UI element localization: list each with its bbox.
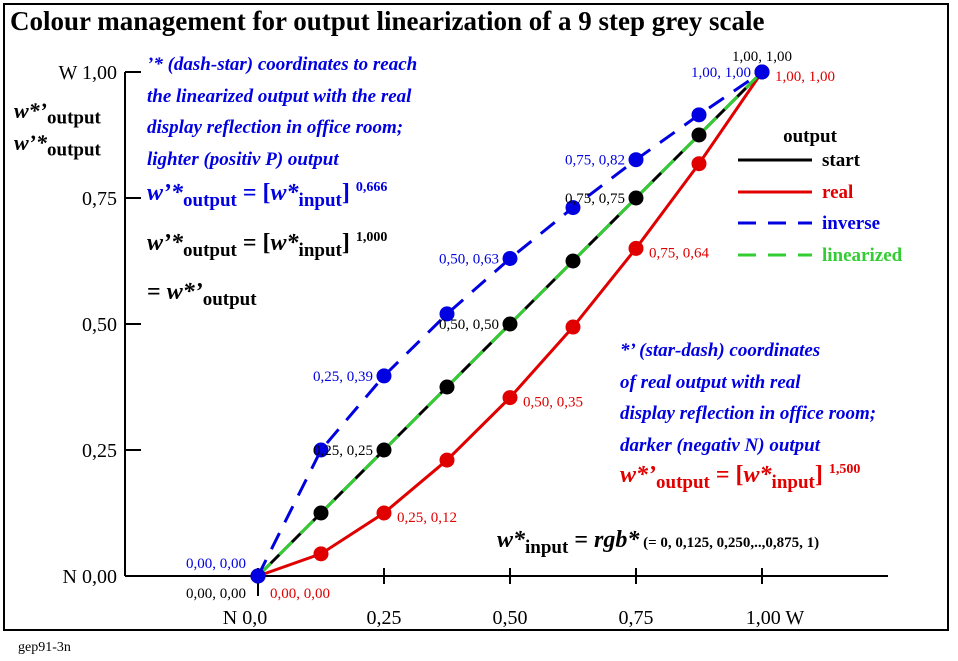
data-point-real [439,452,455,468]
chart-title: Colour management for output linearizati… [10,6,765,36]
data-label: 0,00, 0,00 [186,586,246,602]
data-point-start [628,190,644,206]
y-tick-label: W 1,00 [58,62,117,84]
x-tick-label: 0,25 [367,607,402,629]
data-point-inverse [250,568,266,584]
dash-star-description: ’* (dash-star) coordinates to reach the … [147,54,418,170]
x-tick-label: 0,75 [619,607,654,629]
y-axis-label-2: w’*output [14,130,101,161]
data-point-inverse [502,250,518,266]
figure-code: gep91-3n [18,640,71,655]
data-point-start [439,379,455,395]
data-point-start [565,253,581,269]
data-label: 0,75, 0,82 [565,153,625,169]
y-tick-label: 0,75 [82,188,117,210]
data-point-start [313,505,329,521]
legend-label-linearized: linearized [822,245,903,266]
data-point-inverse [439,306,455,322]
data-point-real [628,240,644,256]
data-label: 0,50, 0,35 [523,395,583,411]
data-label: 0,75, 0,64 [649,245,710,261]
data-label: 0,75, 0,75 [565,191,625,207]
data-point-start [502,316,518,332]
legend-label-inverse: inverse [822,213,880,234]
data-point-start [376,442,392,458]
x-tick-label: 1,00 W [746,607,805,629]
data-point-inverse [754,64,770,80]
data-label: 1,00, 1,00 [775,69,835,85]
data-point-real [376,505,392,521]
data-label: 0,25, 0,39 [313,369,373,385]
legend-label-start: start [822,150,861,171]
data-point-real [565,319,581,335]
data-point-real [691,156,707,172]
data-label: 0,00, 0,00 [270,586,330,602]
star-dash-description: *’ (star-dash) coordinates of real outpu… [620,340,877,456]
data-label: 0,25, 0,12 [397,510,457,526]
star-dash-formula: w*’output = [w*input] 1,500 [620,462,861,493]
x-tick-label: N 0,0 [223,607,267,629]
y-tick-label: 0,25 [82,440,117,462]
legend-label-real: real [822,182,853,203]
data-point-inverse [313,442,329,458]
data-label: 1,00, 1,00 [691,65,751,81]
data-point-inverse [565,200,581,216]
data-label: 1,00, 1,00 [732,49,792,65]
data-label: 0,50, 0,50 [439,317,499,333]
input-formula: w*input = rgb* (= 0, 0,125, 0,250,..,0,8… [497,527,820,558]
data-point-inverse [628,152,644,168]
data-label: 0,25, 0,25 [313,443,373,459]
y-tick-label: 0,50 [82,314,117,336]
data-point-real [313,546,329,562]
data-point-start [691,127,707,143]
data-point-inverse [376,368,392,384]
y-axis-label-1: w*’output [14,98,101,129]
x-tick-label: 0,50 [493,607,528,629]
legend-title: output [783,126,838,147]
start-formula-equivalent: = w*’output [147,279,257,310]
figure-frame [3,3,949,631]
data-label: 0,00, 0,00 [186,556,246,572]
start-formula: w’*output = [w*input] 1,000 [147,230,388,261]
data-point-real [502,390,518,406]
y-tick-label: N 0,00 [63,566,117,588]
data-point-inverse [691,107,707,123]
data-label: 0,50, 0,63 [439,251,499,267]
dash-star-formula: w’*output = [w*input] 0,666 [147,180,388,211]
